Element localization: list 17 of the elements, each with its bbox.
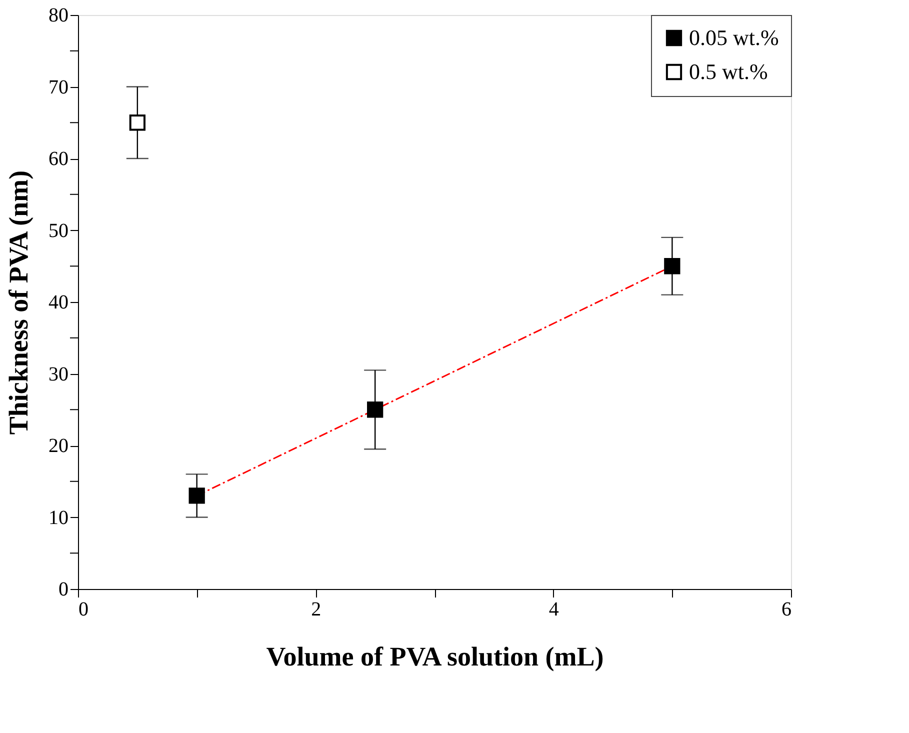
legend-label: 0.05 wt.% <box>689 25 779 50</box>
x-tick-label: 0 <box>78 598 88 620</box>
y-tick-label: 0 <box>58 578 68 600</box>
y-tick-label: 40 <box>48 292 68 314</box>
x-axis-title: Volume of PVA solution (mL) <box>266 642 604 672</box>
y-tick-label: 70 <box>48 76 68 98</box>
y-tick-label: 10 <box>48 506 68 529</box>
y-axis-title: Thickness of PVA (nm) <box>4 170 34 435</box>
y-tick-label: 60 <box>48 148 68 170</box>
x-tick-label: 6 <box>782 598 792 620</box>
y-tick-label: 50 <box>48 220 68 242</box>
x-tick-label: 2 <box>311 598 322 620</box>
y-tick-label: 30 <box>48 363 68 386</box>
x-tick-label: 4 <box>548 598 559 620</box>
y-tick-label: 20 <box>48 435 68 457</box>
legend-label: 0.5 wt.% <box>689 59 768 84</box>
y-tick-label: 80 <box>48 4 68 26</box>
